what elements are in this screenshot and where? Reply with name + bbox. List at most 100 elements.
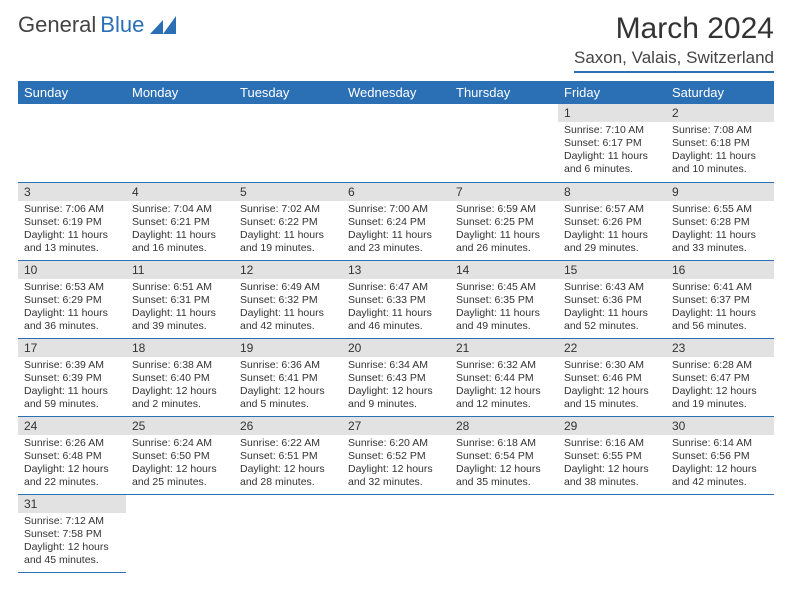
- calendar-day-cell: 20Sunrise: 6:34 AMSunset: 6:43 PMDayligh…: [342, 338, 450, 416]
- daylight-text: Daylight: 12 hours and 12 minutes.: [456, 385, 552, 411]
- day-details: Sunrise: 6:51 AMSunset: 6:31 PMDaylight:…: [126, 279, 234, 338]
- daylight-text: Daylight: 12 hours and 32 minutes.: [348, 463, 444, 489]
- calendar-week-row: 3Sunrise: 7:06 AMSunset: 6:19 PMDaylight…: [18, 182, 774, 260]
- day-number: 24: [18, 417, 126, 435]
- sunrise-text: Sunrise: 6:47 AM: [348, 281, 444, 294]
- daylight-text: Daylight: 12 hours and 2 minutes.: [132, 385, 228, 411]
- day-details: Sunrise: 6:39 AMSunset: 6:39 PMDaylight:…: [18, 357, 126, 416]
- sunrise-text: Sunrise: 6:22 AM: [240, 437, 336, 450]
- day-details: Sunrise: 7:06 AMSunset: 6:19 PMDaylight:…: [18, 201, 126, 260]
- weekday-header: Friday: [558, 81, 666, 104]
- daylight-text: Daylight: 11 hours and 39 minutes.: [132, 307, 228, 333]
- sunrise-text: Sunrise: 6:38 AM: [132, 359, 228, 372]
- calendar-week-row: 1Sunrise: 7:10 AMSunset: 6:17 PMDaylight…: [18, 104, 774, 182]
- daylight-text: Daylight: 12 hours and 38 minutes.: [564, 463, 660, 489]
- calendar-day-cell: 23 Sunrise: 6:28 AMSunset: 6:47 PMDayligh…: [666, 338, 774, 416]
- calendar-day-cell: [126, 494, 234, 572]
- day-number: 9: [666, 183, 774, 201]
- day-details: Sunrise: 6:45 AMSunset: 6:35 PMDaylight:…: [450, 279, 558, 338]
- calendar-day-cell: 21Sunrise: 6:32 AMSunset: 6:44 PMDayligh…: [450, 338, 558, 416]
- sunrise-text: Sunrise: 6:28 AM: [672, 359, 768, 372]
- sunset-text: Sunset: 6:39 PM: [24, 372, 120, 385]
- day-details: Sunrise: 6:59 AMSunset: 6:25 PMDaylight:…: [450, 201, 558, 260]
- sunrise-text: Sunrise: 6:45 AM: [456, 281, 552, 294]
- day-number: 18: [126, 339, 234, 357]
- sunset-text: Sunset: 6:35 PM: [456, 294, 552, 307]
- day-number: 1: [558, 104, 666, 122]
- day-details: Sunrise: 6:24 AMSunset: 6:50 PMDaylight:…: [126, 435, 234, 494]
- sunrise-text: Sunrise: 7:00 AM: [348, 203, 444, 216]
- sunrise-text: Sunrise: 6:30 AM: [564, 359, 660, 372]
- calendar-week-row: 24Sunrise: 6:26 AMSunset: 6:48 PMDayligh…: [18, 416, 774, 494]
- sunset-text: Sunset: 6:17 PM: [564, 137, 660, 150]
- calendar-day-cell: 7Sunrise: 6:59 AMSunset: 6:25 PMDaylight…: [450, 182, 558, 260]
- daylight-text: Daylight: 11 hours and 26 minutes.: [456, 229, 552, 255]
- weekday-header: Sunday: [18, 81, 126, 104]
- day-details: Sunrise: 6:36 AMSunset: 6:41 PMDaylight:…: [234, 357, 342, 416]
- calendar-body: 1Sunrise: 7:10 AMSunset: 6:17 PMDaylight…: [18, 104, 774, 572]
- weekday-header: Tuesday: [234, 81, 342, 104]
- sunset-text: Sunset: 7:58 PM: [24, 528, 120, 541]
- day-number: 11: [126, 261, 234, 279]
- sunset-text: Sunset: 6:43 PM: [348, 372, 444, 385]
- day-number: 16: [666, 261, 774, 279]
- day-number: 26: [234, 417, 342, 435]
- daylight-text: Daylight: 11 hours and 33 minutes.: [672, 229, 768, 255]
- daylight-text: Daylight: 12 hours and 42 minutes.: [672, 463, 768, 489]
- day-number: 17: [18, 339, 126, 357]
- day-number: 14: [450, 261, 558, 279]
- day-details: Sunrise: 7:10 AMSunset: 6:17 PMDaylight:…: [558, 122, 666, 181]
- day-number: 25: [126, 417, 234, 435]
- calendar-day-cell: 31Sunrise: 7:12 AMSunset: 7:58 PMDayligh…: [18, 494, 126, 572]
- calendar-day-cell: 12Sunrise: 6:49 AMSunset: 6:32 PMDayligh…: [234, 260, 342, 338]
- calendar-day-cell: 5Sunrise: 7:02 AMSunset: 6:22 PMDaylight…: [234, 182, 342, 260]
- calendar-day-cell: 16Sunrise: 6:41 AMSunset: 6:37 PMDayligh…: [666, 260, 774, 338]
- calendar-day-cell: 26 Sunrise: 6:22 AMSunset: 6:51 PMDayligh…: [234, 416, 342, 494]
- calendar-day-cell: 17Sunrise: 6:39 AMSunset: 6:39 PMDayligh…: [18, 338, 126, 416]
- day-number: 22: [558, 339, 666, 357]
- sunset-text: Sunset: 6:28 PM: [672, 216, 768, 229]
- day-details: Sunrise: 7:02 AMSunset: 6:22 PMDaylight:…: [234, 201, 342, 260]
- calendar-day-cell: 4Sunrise: 7:04 AMSunset: 6:21 PMDaylight…: [126, 182, 234, 260]
- calendar-day-cell: [234, 104, 342, 182]
- calendar-week-row: 31Sunrise: 7:12 AMSunset: 7:58 PMDayligh…: [18, 494, 774, 572]
- sunrise-text: Sunrise: 7:12 AM: [24, 515, 120, 528]
- day-details: Sunrise: 7:00 AMSunset: 6:24 PMDaylight:…: [342, 201, 450, 260]
- calendar-day-cell: [450, 494, 558, 572]
- day-details: Sunrise: 6:26 AMSunset: 6:48 PMDaylight:…: [18, 435, 126, 494]
- sunrise-text: Sunrise: 7:02 AM: [240, 203, 336, 216]
- sunrise-text: Sunrise: 7:08 AM: [672, 124, 768, 137]
- daylight-text: Daylight: 11 hours and 56 minutes.: [672, 307, 768, 333]
- day-number: 8: [558, 183, 666, 201]
- calendar-day-cell: 8Sunrise: 6:57 AMSunset: 6:26 PMDaylight…: [558, 182, 666, 260]
- sunrise-text: Sunrise: 6:59 AM: [456, 203, 552, 216]
- day-number: 7: [450, 183, 558, 201]
- sunset-text: Sunset: 6:47 PM: [672, 372, 768, 385]
- day-details: Sunrise: 6:47 AMSunset: 6:33 PMDaylight:…: [342, 279, 450, 338]
- day-details: Sunrise: 7:12 AMSunset: 7:58 PMDaylight:…: [18, 513, 126, 572]
- calendar-day-cell: 15Sunrise: 6:43 AMSunset: 6:36 PMDayligh…: [558, 260, 666, 338]
- day-details: Sunrise: 6:18 AMSunset: 6:54 PMDaylight:…: [450, 435, 558, 494]
- day-details: Sunrise: 7:04 AMSunset: 6:21 PMDaylight:…: [126, 201, 234, 260]
- sunset-text: Sunset: 6:54 PM: [456, 450, 552, 463]
- sunset-text: Sunset: 6:25 PM: [456, 216, 552, 229]
- weekday-header: Saturday: [666, 81, 774, 104]
- day-details: Sunrise: 6:34 AMSunset: 6:43 PMDaylight:…: [342, 357, 450, 416]
- sunrise-text: Sunrise: 6:51 AM: [132, 281, 228, 294]
- calendar-day-cell: [126, 104, 234, 182]
- location: Saxon, Valais, Switzerland: [574, 48, 774, 73]
- sunrise-text: Sunrise: 6:53 AM: [24, 281, 120, 294]
- day-number: 23: [666, 339, 774, 357]
- daylight-text: Daylight: 12 hours and 28 minutes.: [240, 463, 336, 489]
- logo-icon: [150, 16, 176, 34]
- sunset-text: Sunset: 6:31 PM: [132, 294, 228, 307]
- sunset-text: Sunset: 6:36 PM: [564, 294, 660, 307]
- day-details: Sunrise: 6:55 AMSunset: 6:28 PMDaylight:…: [666, 201, 774, 260]
- calendar-day-cell: 11Sunrise: 6:51 AMSunset: 6:31 PMDayligh…: [126, 260, 234, 338]
- daylight-text: Daylight: 12 hours and 19 minutes.: [672, 385, 768, 411]
- sunrise-text: Sunrise: 6:20 AM: [348, 437, 444, 450]
- day-details: Sunrise: 6:53 AMSunset: 6:29 PMDaylight:…: [18, 279, 126, 338]
- daylight-text: Daylight: 11 hours and 36 minutes.: [24, 307, 120, 333]
- day-details: Sunrise: 6:32 AMSunset: 6:44 PMDaylight:…: [450, 357, 558, 416]
- sunset-text: Sunset: 6:51 PM: [240, 450, 336, 463]
